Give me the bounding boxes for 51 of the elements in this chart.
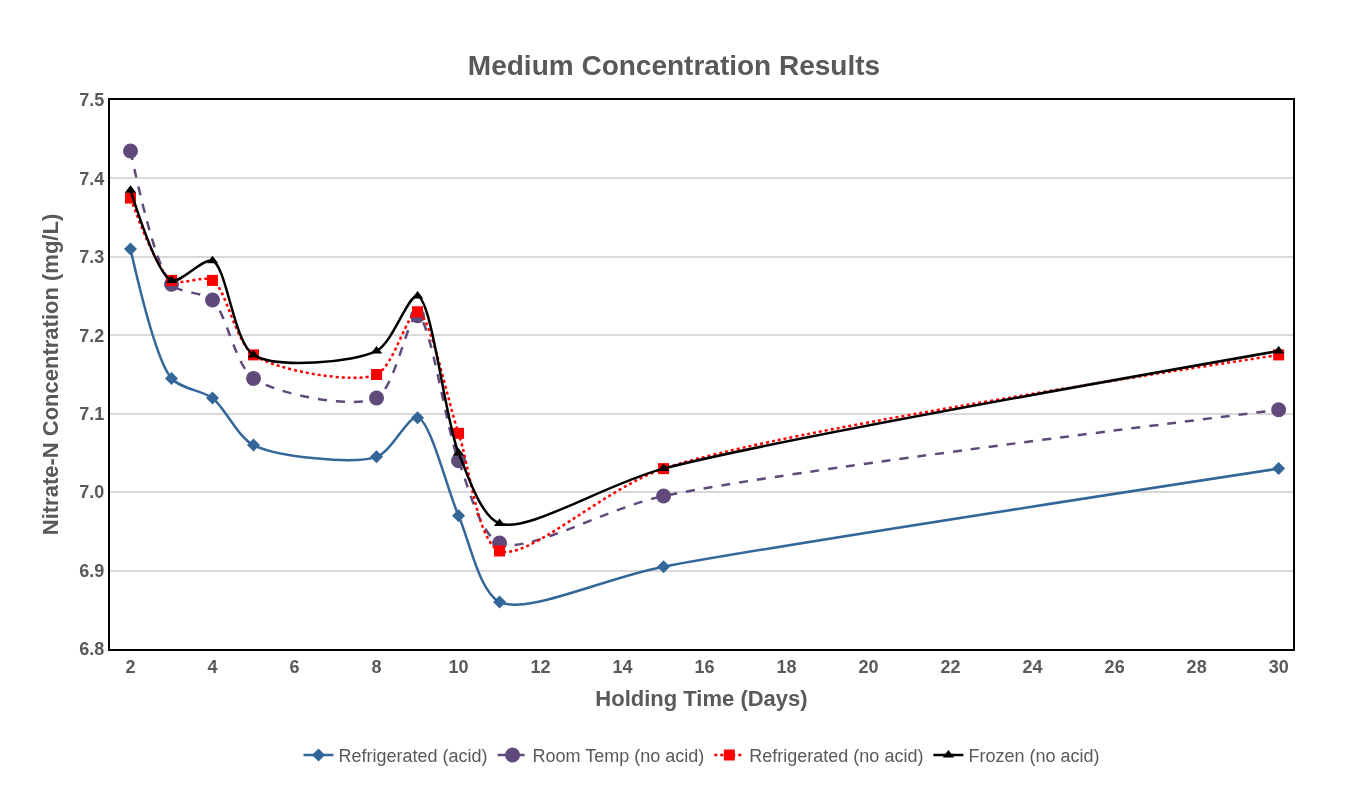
point <box>1271 402 1287 418</box>
x-tick-label: 2 <box>125 656 136 677</box>
point <box>370 450 384 464</box>
y-tick-label: 7.3 <box>79 247 105 268</box>
x-tick-label: 6 <box>289 656 300 677</box>
point <box>206 391 220 405</box>
y-tick-label: 6.8 <box>79 639 105 660</box>
point <box>493 595 507 609</box>
y-tick-label: 7.2 <box>79 325 105 346</box>
y-tick-label: 6.9 <box>79 560 105 581</box>
chart-title: Medium Concentration Results <box>467 49 881 81</box>
legend-label: Frozen (no acid) <box>968 746 1100 767</box>
y-tick-label: 7.5 <box>79 90 105 111</box>
x-tick-label: 10 <box>448 656 469 677</box>
point <box>246 370 262 386</box>
x-axis-title: Holding Time (Days) <box>595 686 808 711</box>
point <box>412 306 424 318</box>
point <box>124 242 137 256</box>
point <box>452 509 466 523</box>
x-tick-label: 14 <box>612 656 633 677</box>
point <box>1272 462 1286 476</box>
legend-label: Room Temp (no acid) <box>532 746 705 767</box>
x-tick-label: 30 <box>1268 656 1289 677</box>
point <box>657 560 671 574</box>
point <box>205 292 221 308</box>
y-tick-label: 7.0 <box>79 482 105 503</box>
point <box>411 411 425 425</box>
x-tick-label: 12 <box>530 656 551 677</box>
x-tick-label: 18 <box>776 656 797 677</box>
y-axis-title: Nitrate-N Concentration (mg/L) <box>37 213 63 536</box>
point <box>207 274 219 286</box>
x-tick-label: 28 <box>1186 656 1207 677</box>
legend-label: Refrigerated (no acid) <box>749 746 924 767</box>
x-tick-label: 16 <box>694 656 715 677</box>
point <box>247 438 261 452</box>
point <box>656 488 672 504</box>
x-tick-label: 22 <box>940 656 961 677</box>
x-tick-label: 26 <box>1104 656 1125 677</box>
point <box>123 143 138 159</box>
point <box>165 371 179 385</box>
point <box>494 545 506 557</box>
y-tick-label: 7.1 <box>79 404 105 425</box>
x-tick-label: 24 <box>1022 656 1043 677</box>
legend-label: Refrigerated (acid) <box>338 746 488 767</box>
point <box>369 390 385 406</box>
point <box>371 369 383 380</box>
x-tick-label: 4 <box>207 656 218 677</box>
x-tick-label: 20 <box>858 656 879 677</box>
y-tick-label: 7.4 <box>79 168 105 189</box>
x-tick-label: 8 <box>371 656 382 677</box>
point <box>453 427 465 439</box>
